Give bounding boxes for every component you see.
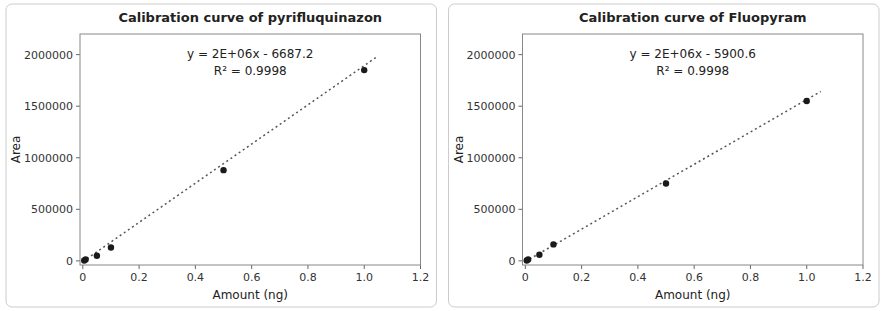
y-tick-label: 1500000: [467, 100, 516, 113]
chart-title: Calibration curve of Fluopyram: [579, 10, 806, 25]
x-tick-label: 1.0: [355, 271, 373, 284]
y-tick: [76, 157, 80, 158]
x-axis-label: Amount (ng): [655, 288, 731, 302]
x-tick: [139, 265, 140, 269]
data-point: [108, 244, 114, 250]
y-tick-label: 0: [509, 255, 516, 268]
data-point: [94, 253, 100, 259]
x-tick: [750, 265, 751, 269]
y-tick-label: 2000000: [467, 49, 516, 62]
plot-frame: [523, 34, 864, 265]
equation-annotation: y = 2E+06x - 5900.6: [630, 47, 756, 61]
y-tick-label: 2000000: [24, 49, 73, 62]
x-tick-label: 0: [79, 271, 86, 284]
x-tick-label: 0.6: [685, 271, 703, 284]
x-tick-label: 1.2: [854, 271, 872, 284]
y-tick: [519, 260, 523, 261]
y-tick: [76, 260, 80, 261]
regression-line: [83, 56, 378, 262]
panel-border: [6, 4, 437, 307]
y-axis-label: Area: [452, 136, 466, 164]
x-tick-label: 0: [522, 271, 529, 284]
data-point: [361, 67, 367, 73]
y-tick: [519, 209, 523, 210]
x-tick: [420, 265, 421, 269]
y-tick: [76, 54, 80, 55]
x-tick: [694, 265, 695, 269]
x-tick: [82, 265, 83, 269]
x-tick: [525, 265, 526, 269]
x-tick-label: 0.8: [299, 271, 317, 284]
data-point: [82, 256, 88, 262]
x-tick: [251, 265, 252, 269]
chart-title: Calibration curve of pyrifluquinazon: [118, 10, 382, 25]
y-tick-label: 1500000: [24, 100, 73, 113]
regression-line: [525, 91, 820, 261]
x-tick-label: 0.8: [742, 271, 760, 284]
equation-annotation: R² = 0.9998: [656, 64, 729, 78]
x-tick: [637, 265, 638, 269]
plot-frame: [80, 34, 421, 265]
x-tick: [581, 265, 582, 269]
data-point: [525, 256, 531, 262]
plot-area: [81, 56, 378, 264]
y-tick: [76, 209, 80, 210]
x-tick: [806, 265, 807, 269]
y-tick-label: 500000: [474, 203, 516, 216]
x-tick-label: 1.0: [798, 271, 816, 284]
y-tick-label: 1000000: [24, 152, 73, 165]
x-tick-label: 0.2: [130, 271, 148, 284]
y-tick: [519, 106, 523, 107]
y-tick: [76, 106, 80, 107]
plot-area: [524, 91, 821, 263]
data-point: [550, 241, 556, 247]
x-tick-label: 0.4: [629, 271, 647, 284]
panel: Calibration curve of Fluopyram 0 500000 100…: [449, 4, 880, 307]
y-tick: [519, 54, 523, 55]
x-tick-label: 0.4: [187, 271, 205, 284]
y-axis-label: Area: [9, 136, 23, 164]
x-tick-label: 1.2: [412, 271, 430, 284]
figure: Calibration curve of pyrifluquinazon 0 500…: [0, 0, 885, 311]
equation-annotation: R² = 0.9998: [214, 64, 287, 78]
panel: Calibration curve of pyrifluquinazon 0 500…: [6, 4, 437, 307]
x-tick-label: 0.6: [243, 271, 261, 284]
x-tick-label: 0.2: [573, 271, 591, 284]
x-tick: [195, 265, 196, 269]
data-point: [220, 167, 226, 173]
y-tick-label: 500000: [31, 203, 73, 216]
y-tick: [519, 157, 523, 158]
data-point: [663, 180, 669, 186]
data-point: [536, 251, 542, 257]
equation-annotation: y = 2E+06x - 6687.2: [187, 47, 313, 61]
y-tick-label: 1000000: [467, 152, 516, 165]
x-tick: [364, 265, 365, 269]
y-tick-label: 0: [66, 255, 73, 268]
x-axis-label: Amount (ng): [212, 288, 288, 302]
x-tick: [307, 265, 308, 269]
data-point: [804, 98, 810, 104]
x-tick: [863, 265, 864, 269]
panel-border: [449, 4, 880, 307]
